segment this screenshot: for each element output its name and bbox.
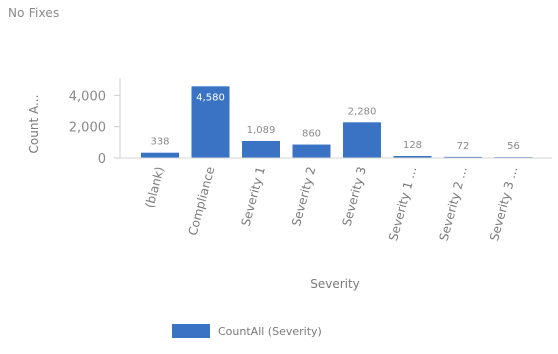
data-label: 860 — [302, 129, 321, 140]
x-axis-label: Severity — [310, 277, 360, 291]
legend-swatch — [172, 324, 210, 338]
bar — [141, 152, 179, 158]
data-label: 1,089 — [247, 125, 276, 136]
bar — [393, 155, 432, 158]
bar — [444, 156, 482, 158]
data-label: 4,580 — [196, 92, 225, 103]
bar — [242, 140, 280, 158]
data-label: 338 — [150, 137, 169, 148]
data-label: 128 — [403, 140, 422, 151]
x-tick-label: Severity 2 — [289, 165, 318, 228]
y-tick-label: 4,000 — [69, 89, 106, 104]
bar — [191, 86, 230, 158]
x-axis: (blank) Compliance Severity 1 Severity 2 Sev… — [120, 157, 552, 242]
y-axis-label: Count A... — [27, 95, 41, 154]
y-tick-label: 0 — [98, 152, 106, 167]
bar — [343, 122, 381, 158]
data-label: 56 — [507, 141, 520, 152]
x-tick-label: Severity 3 — [340, 165, 369, 228]
x-tick-label: Severity 1 — [239, 165, 268, 228]
x-tick-label: Severity 2 ... — [437, 165, 470, 242]
data-label: 2,280 — [348, 106, 377, 117]
x-tick-label: Severity 3 ... — [487, 165, 520, 242]
y-axis: 0 2,000 4,000 — [69, 78, 121, 167]
legend: CountAll (Severity) — [172, 323, 322, 339]
x-tick-label: Compliance — [186, 165, 218, 237]
data-labels: 338 4,580 1,089 860 2,280 128 72 56 — [150, 92, 519, 152]
bar — [292, 144, 331, 158]
x-tick-label: (blank) — [142, 165, 166, 209]
chart-title: No Fixes — [8, 6, 60, 20]
legend-label: CountAll (Severity) — [218, 324, 322, 338]
data-label: 72 — [457, 141, 470, 152]
y-tick-label: 2,000 — [69, 121, 106, 136]
bars — [141, 86, 533, 158]
x-tick-label: Severity 1 ... — [386, 165, 419, 242]
